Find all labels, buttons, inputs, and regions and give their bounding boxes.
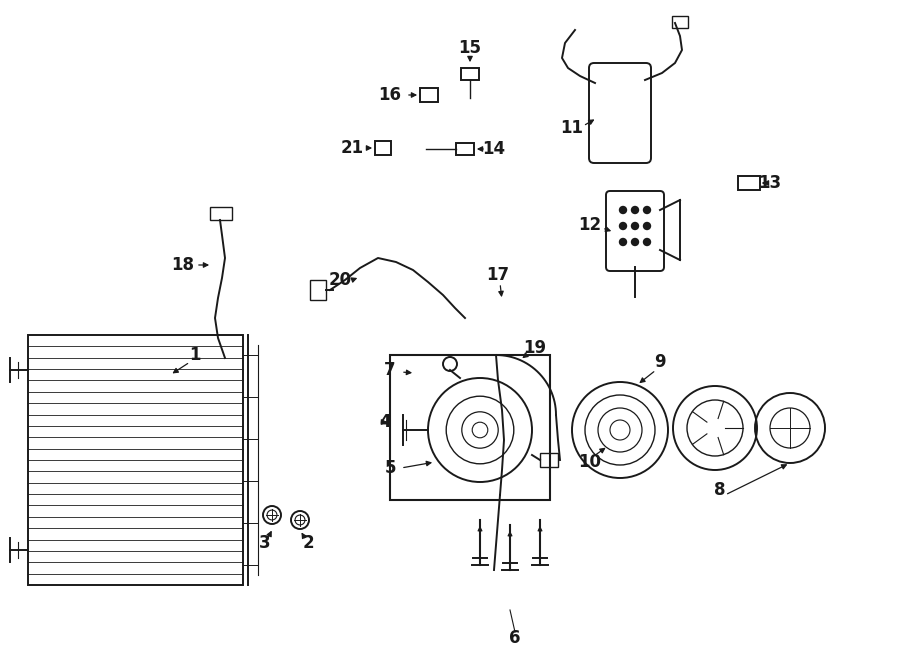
- Circle shape: [619, 239, 626, 245]
- Bar: [310, 280, 326, 300]
- Circle shape: [644, 206, 651, 214]
- Circle shape: [619, 206, 626, 214]
- Text: 15: 15: [458, 39, 482, 57]
- Text: 14: 14: [482, 140, 506, 158]
- Bar: [420, 88, 438, 102]
- Text: 12: 12: [579, 216, 601, 234]
- Bar: [461, 68, 479, 80]
- Text: 10: 10: [579, 453, 601, 471]
- Text: 11: 11: [561, 119, 583, 137]
- Bar: [672, 16, 688, 28]
- Bar: [738, 176, 760, 190]
- Bar: [28, 335, 243, 585]
- Text: 16: 16: [379, 86, 401, 104]
- Text: 20: 20: [328, 271, 352, 289]
- Text: 21: 21: [340, 139, 364, 157]
- Circle shape: [632, 223, 638, 229]
- Text: 3: 3: [259, 534, 271, 552]
- Text: 17: 17: [486, 266, 509, 284]
- Text: 13: 13: [759, 174, 781, 192]
- Circle shape: [632, 206, 638, 214]
- Text: 2: 2: [302, 534, 314, 552]
- Text: 7: 7: [384, 361, 396, 379]
- Text: 6: 6: [509, 629, 521, 647]
- Text: 1: 1: [189, 346, 201, 364]
- Circle shape: [644, 239, 651, 245]
- Circle shape: [644, 223, 651, 229]
- Text: 19: 19: [524, 339, 546, 357]
- Text: 9: 9: [654, 353, 666, 371]
- Text: 4: 4: [379, 413, 391, 431]
- Bar: [456, 143, 474, 155]
- Bar: [540, 453, 558, 467]
- Text: 5: 5: [384, 459, 396, 477]
- Bar: [210, 207, 232, 220]
- Circle shape: [632, 239, 638, 245]
- Bar: [390, 355, 550, 500]
- Bar: [375, 141, 391, 155]
- Text: 18: 18: [172, 256, 194, 274]
- Circle shape: [619, 223, 626, 229]
- Text: 8: 8: [715, 481, 725, 499]
